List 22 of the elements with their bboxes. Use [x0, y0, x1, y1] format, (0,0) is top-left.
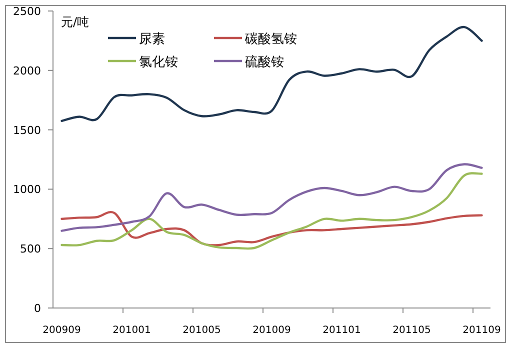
- y-tick-label: 0: [34, 302, 41, 315]
- y-tick-label: 2500: [13, 5, 41, 18]
- x-tick-label: 201001: [112, 325, 151, 336]
- x-tick-label: 200909: [42, 325, 81, 336]
- line-series: [60, 163, 483, 232]
- y-tick-label: 2000: [13, 64, 41, 78]
- x-tick-label: 201009: [252, 325, 291, 336]
- line-series: [60, 172, 483, 250]
- line-series: [60, 211, 483, 246]
- legend-label: 碳酸氢铵: [244, 32, 297, 47]
- legend-label: 硫酸铵: [245, 55, 284, 70]
- x-tick-label: 201105: [392, 325, 431, 336]
- y-axis-title: 元/吨: [61, 15, 90, 29]
- x-tick-label: 201109: [462, 325, 501, 336]
- y-tick-label: 1500: [13, 124, 41, 137]
- x-tick-label: 201101: [322, 325, 361, 336]
- x-tick-label: 201005: [182, 325, 221, 336]
- y-tick-label: 500: [20, 242, 41, 256]
- legend-label: 氯化铵: [139, 55, 178, 70]
- y-tick-label: 1000: [13, 183, 41, 196]
- line-series: [60, 26, 483, 122]
- legend-label: 尿素: [139, 32, 165, 47]
